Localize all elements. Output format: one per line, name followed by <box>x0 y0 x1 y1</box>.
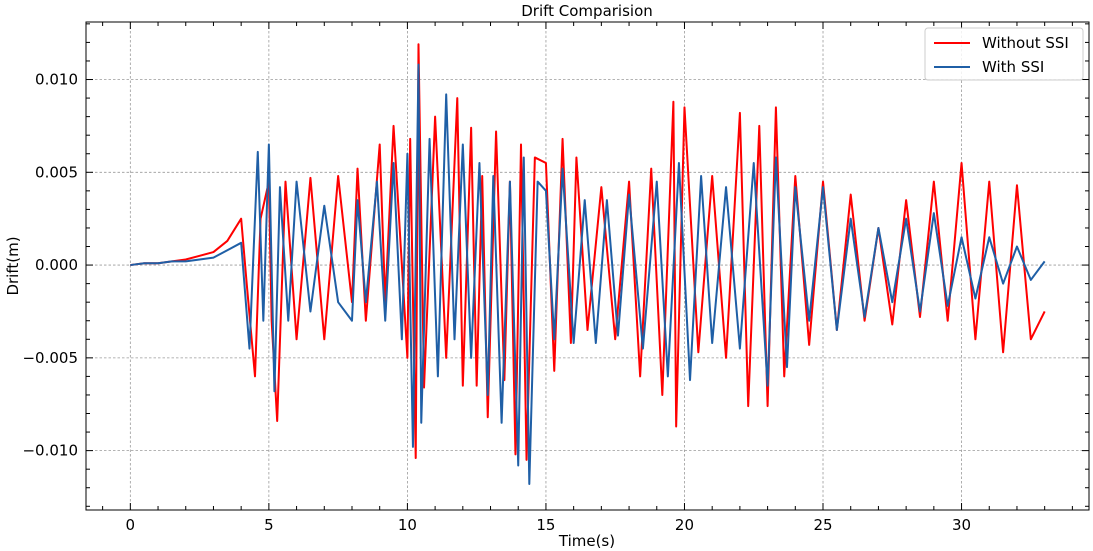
y-tick-labels: −0.010 −0.005 0.000 0.005 0.010 <box>22 71 78 460</box>
minor-ticks <box>86 22 1089 510</box>
x-tick-labels: 0 5 10 15 20 25 30 <box>126 516 972 534</box>
x-tick-label: 0 <box>126 516 136 534</box>
x-tick-label: 30 <box>952 516 971 534</box>
y-tick-label: 0.005 <box>35 163 78 181</box>
plot-frame <box>85 21 1090 511</box>
y-tick-label: 0.010 <box>35 71 78 89</box>
x-tick-label: 5 <box>264 516 274 534</box>
y-tick-label: −0.005 <box>22 349 78 367</box>
series-with-ssi-line <box>130 63 1046 486</box>
grid <box>86 22 1089 510</box>
legend: Without SSI With SSI <box>924 27 1084 81</box>
x-tick-label: 25 <box>813 516 832 534</box>
x-tick-label: 15 <box>536 516 555 534</box>
y-tick-label: −0.010 <box>22 442 78 460</box>
chart-title: Drift Comparision <box>521 2 653 20</box>
x-tick-label: 10 <box>398 516 417 534</box>
legend-label: Without SSI <box>982 34 1069 52</box>
x-axis-label: Time(s) <box>558 532 615 550</box>
series-without-ssi-line <box>130 43 1046 461</box>
major-ticks <box>86 22 1089 510</box>
y-tick-label: 0.000 <box>35 256 78 274</box>
legend-label: With SSI <box>982 58 1044 76</box>
x-tick-label: 20 <box>675 516 694 534</box>
series-layer <box>130 43 1046 486</box>
y-axis-label: Drift(m) <box>4 236 22 295</box>
